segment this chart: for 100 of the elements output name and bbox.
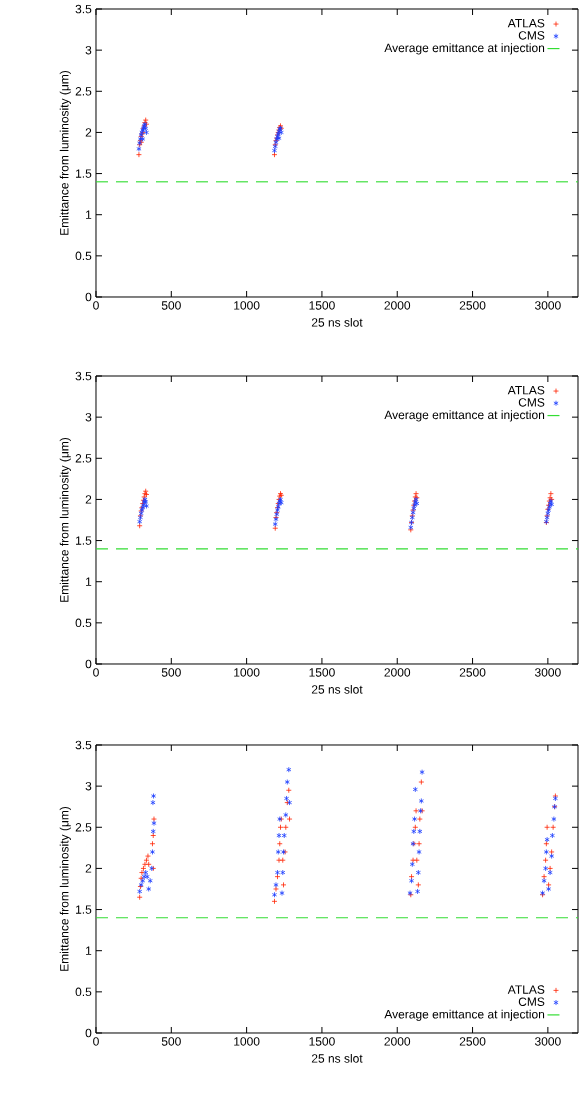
- point: [286, 816, 293, 822]
- x-tick-label: 2000: [384, 301, 411, 310]
- point: [413, 490, 419, 497]
- y-tick-label: 2.5: [75, 823, 92, 832]
- y-tick-label: 1.5: [76, 536, 92, 545]
- y-tick-label: 1.5: [76, 905, 92, 914]
- point: [273, 881, 279, 888]
- point: [418, 779, 425, 785]
- y-tick-label: 1: [86, 946, 92, 955]
- y-tick-label: 1: [86, 577, 92, 586]
- legend-label: ATLAS: [507, 385, 545, 395]
- x-tick-label: 1000: [234, 1037, 260, 1046]
- y-axis-title: Emittance from luminosity (μm): [59, 70, 71, 235]
- point: [143, 857, 150, 864]
- y-tick-label: 2: [85, 495, 92, 504]
- point: [139, 869, 145, 876]
- point: [550, 824, 557, 831]
- point: [415, 881, 422, 888]
- legend-label: Average emittance at injection: [384, 43, 545, 55]
- point: [150, 828, 156, 835]
- y-tick-label: 1: [86, 210, 92, 219]
- y-tick-label: 0: [85, 1028, 92, 1038]
- point: [547, 869, 553, 876]
- point: [150, 793, 157, 799]
- x-tick-label: 0: [93, 668, 99, 677]
- point: [151, 820, 157, 827]
- x-tick-label: 1500: [309, 301, 335, 310]
- point: [140, 865, 147, 872]
- point: [412, 786, 418, 793]
- point: [549, 853, 555, 859]
- point: [282, 824, 289, 831]
- point: [274, 869, 281, 876]
- point: [271, 898, 278, 905]
- point: [150, 799, 156, 806]
- point: [137, 518, 143, 525]
- point: [543, 849, 549, 855]
- point: [150, 832, 157, 839]
- point: [284, 779, 290, 785]
- x-tick-label: 500: [161, 301, 181, 310]
- y-tick-label: 3.5: [75, 4, 92, 14]
- point: [543, 865, 549, 872]
- x-tick-label: 2000: [384, 1037, 411, 1046]
- point: [415, 888, 421, 895]
- point: [145, 853, 151, 859]
- point: [544, 824, 551, 831]
- y-tick-label: 0.5: [75, 618, 92, 628]
- point: [548, 849, 555, 855]
- point: [281, 832, 287, 839]
- point: [285, 787, 292, 794]
- point: [547, 490, 554, 497]
- legend-label: ATLAS: [507, 18, 545, 28]
- point: [415, 869, 421, 876]
- x-tick-label: 2000: [384, 668, 411, 677]
- point: [271, 151, 278, 158]
- y-tick-label: 0.5: [75, 987, 92, 997]
- point: [412, 816, 418, 822]
- point: [541, 873, 547, 880]
- y-tick-label: 2.5: [75, 87, 92, 96]
- y-tick-label: 3: [85, 45, 92, 55]
- point: [277, 824, 284, 831]
- y-tick-label: 0.5: [75, 251, 92, 261]
- point: [541, 877, 547, 884]
- point: [136, 522, 143, 529]
- point: [546, 886, 552, 892]
- y-tick-label: 1.5: [76, 169, 92, 178]
- x-tick-label: 1000: [234, 668, 260, 677]
- x-tick-label: 500: [161, 1037, 181, 1046]
- y-axis-title: Emittance from luminosity (μm): [59, 806, 71, 971]
- point: [413, 807, 419, 814]
- point: [416, 849, 422, 855]
- y-tick-label: 3: [85, 781, 92, 791]
- x-tick-label: 1500: [309, 1037, 335, 1046]
- point: [413, 857, 420, 864]
- y-tick-label: 3: [85, 412, 92, 422]
- y-tick-label: 2.5: [75, 454, 92, 463]
- legend-label: ATLAS: [507, 985, 545, 994]
- point: [147, 877, 153, 884]
- point: [543, 840, 550, 847]
- point: [412, 824, 419, 831]
- point: [276, 832, 282, 839]
- point: [418, 798, 424, 804]
- point: [271, 147, 278, 154]
- legend-label: CMS: [518, 997, 545, 1006]
- point: [408, 873, 415, 880]
- point: [271, 891, 278, 898]
- point: [273, 886, 279, 892]
- x-tick-label: 2500: [459, 668, 486, 677]
- x-axis-title: 25 ns slot: [311, 684, 363, 694]
- x-tick-label: 500: [161, 668, 181, 677]
- x-tick-label: 2500: [459, 301, 486, 310]
- point: [137, 888, 143, 895]
- point: [416, 816, 423, 822]
- point: [275, 849, 281, 855]
- y-tick-label: 3.5: [75, 371, 92, 381]
- point: [274, 873, 281, 880]
- point: [149, 840, 156, 847]
- x-tick-label: 1000: [234, 301, 260, 310]
- point: [411, 828, 417, 835]
- point: [286, 766, 292, 773]
- point: [276, 840, 283, 847]
